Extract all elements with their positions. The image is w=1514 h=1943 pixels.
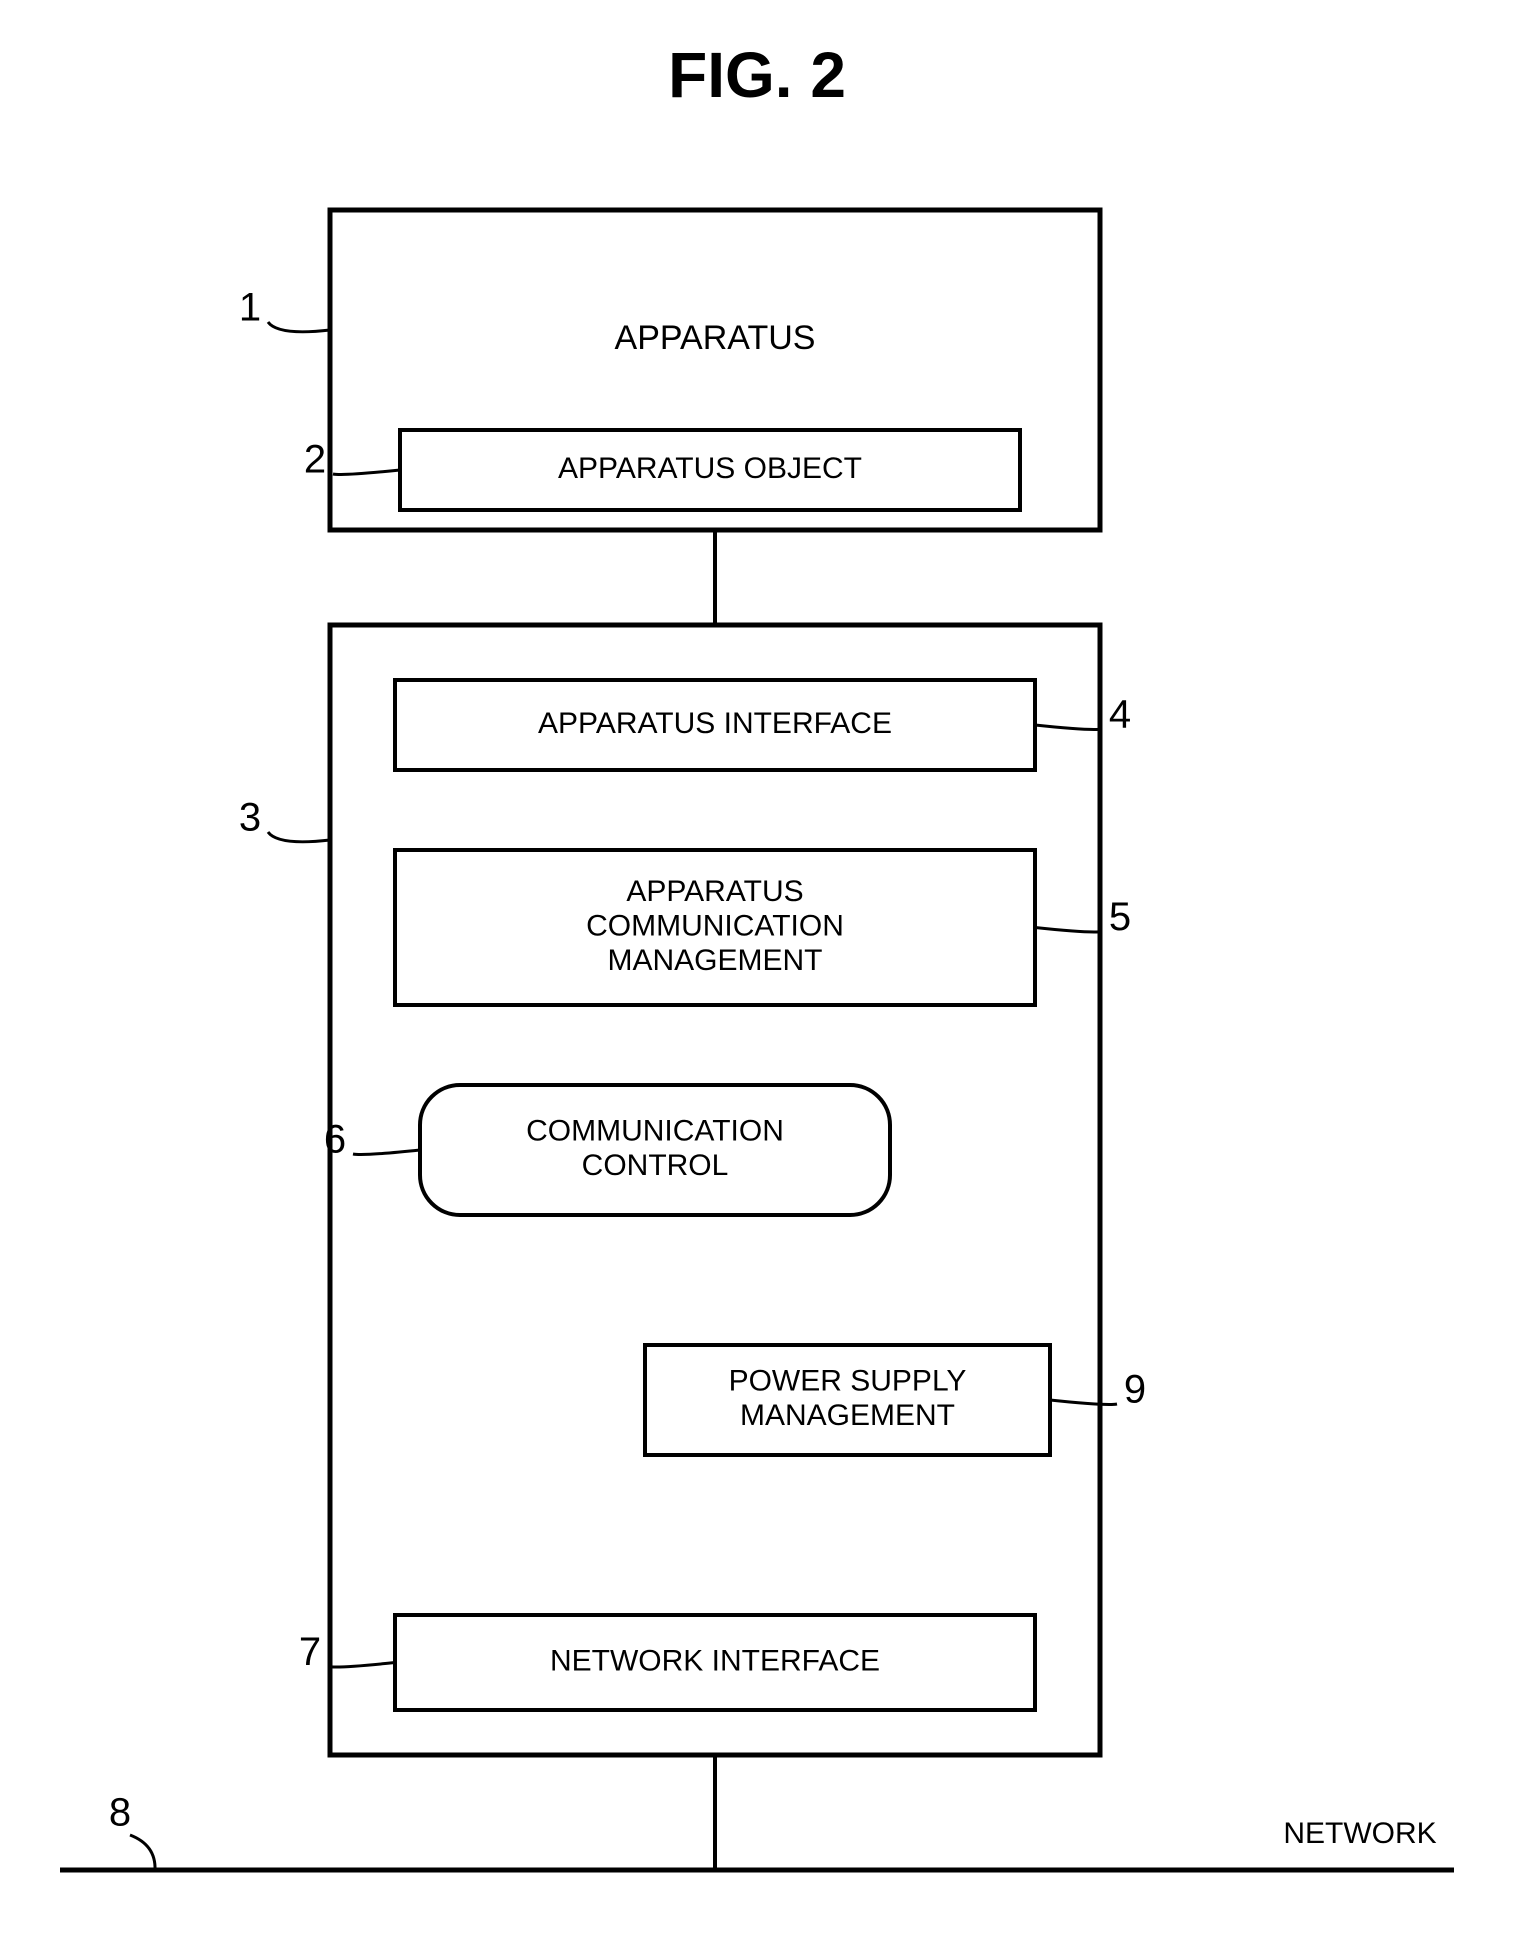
ref-number-3: 3 bbox=[239, 796, 261, 840]
ref-number-8: 8 bbox=[109, 1791, 131, 1835]
ref-number-9: 9 bbox=[1124, 1368, 1146, 1412]
block-label-apparatus_comm_mgmt: COMMUNICATION bbox=[586, 909, 844, 942]
ref-number-6: 6 bbox=[324, 1118, 346, 1162]
ref-number-2: 2 bbox=[304, 438, 326, 482]
figure-title: FIG. 2 bbox=[668, 39, 846, 111]
block-label-power_supply: POWER SUPPLY bbox=[729, 1365, 967, 1398]
block-label-apparatus_comm_mgmt: MANAGEMENT bbox=[607, 944, 822, 977]
block-label-apparatus_object: APPARATUS OBJECT bbox=[558, 452, 862, 485]
block-label-comm_control: CONTROL bbox=[582, 1149, 729, 1182]
block-label-network_interface: NETWORK INTERFACE bbox=[550, 1644, 880, 1677]
network-label: NETWORK bbox=[1283, 1817, 1436, 1850]
block-label-apparatus_interface: APPARATUS INTERFACE bbox=[538, 707, 892, 740]
ref-number-1: 1 bbox=[239, 286, 261, 330]
block-label-comm_control: COMMUNICATION bbox=[526, 1115, 784, 1148]
block-label-apparatus_comm_mgmt: APPARATUS bbox=[626, 875, 803, 908]
ref-number-7: 7 bbox=[299, 1630, 321, 1674]
ref-number-4: 4 bbox=[1109, 693, 1131, 737]
block-label-power_supply: MANAGEMENT bbox=[740, 1399, 955, 1432]
ref-number-5: 5 bbox=[1109, 895, 1131, 939]
block-label-apparatus_title: APPARATUS bbox=[615, 319, 816, 357]
